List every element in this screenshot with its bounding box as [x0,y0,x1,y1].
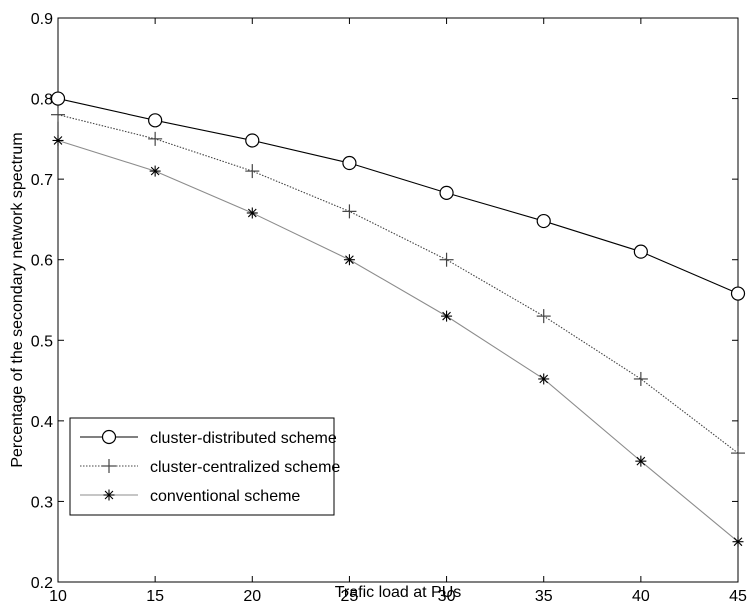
legend-entry-1: cluster-centralized scheme [80,459,340,476]
data-point-2-6 [635,455,647,467]
data-point-1-0 [51,107,65,122]
series-line-0 [57,98,739,295]
y-tick-label-6: 0.8 [31,92,53,109]
data-point-1-2 [245,164,260,179]
data-point-0-6 [633,244,648,259]
y-tick-label-7: 0.9 [31,11,53,28]
data-point-0-0 [50,91,66,106]
data-point-1-4 [439,252,454,267]
x-axis-label: Trafic load at PUs [335,584,462,601]
legend-label-1: cluster-centralized scheme [150,459,340,476]
legend-entry-0: cluster-distributed scheme [80,429,337,447]
x-tick-label-6: 40 [632,588,650,601]
data-point-2-4 [441,310,453,322]
legend: cluster-distributed scheme cluster-centra… [69,417,340,516]
data-point-2-3 [343,254,355,266]
y-tick-label-4: 0.6 [31,253,53,270]
series-1 [51,107,745,461]
axis-ticks: 10 15 20 25 30 35 40 45 0.2 0.3 0.4 0.5 0.6 0.7 0.8 0.9 [31,11,747,601]
data-point-2-5 [538,373,550,385]
data-point-1-5 [536,309,551,324]
data-point-2-2 [246,207,258,219]
data-point-0-2 [245,133,260,148]
legend-marker-0 [101,429,117,445]
data-point-1-1 [148,131,163,146]
legend-marker-1 [102,459,116,473]
x-tick-label-0: 10 [49,588,67,601]
data-point-2-0 [52,134,64,146]
data-point-1-7 [731,446,745,461]
series-0 [50,91,746,301]
y-tick-label-0: 0.2 [31,575,53,592]
legend-entry-2: conventional scheme [80,488,300,505]
data-point-1-6 [633,371,648,386]
x-tick-label-5: 35 [535,588,553,601]
data-point-0-5 [536,213,551,229]
data-point-2-1 [149,165,161,177]
legend-label-0: cluster-distributed scheme [150,430,337,447]
series-2 [52,134,744,548]
y-tick-label-2: 0.4 [31,414,53,431]
y-axis-label: Percentage of the secondary network spec… [9,132,26,467]
data-point-0-7 [730,286,746,301]
y-tick-label-1: 0.3 [31,494,53,511]
legend-label-2: conventional scheme [150,488,300,505]
legend-marker-2 [103,489,115,501]
series-layer [50,91,746,548]
series-line-2 [57,139,739,543]
x-tick-label-7: 45 [729,588,747,601]
data-point-0-1 [148,113,163,128]
data-point-1-3 [342,204,357,219]
data-point-0-3 [342,155,357,171]
y-tick-label-3: 0.5 [31,333,53,350]
x-tick-label-1: 15 [146,588,164,601]
data-point-0-4 [439,185,454,200]
x-tick-label-3: 25 [341,588,359,601]
y-tick-label-5: 0.7 [31,172,53,189]
x-tick-label-4: 30 [438,588,456,601]
data-point-2-7 [732,536,744,548]
x-tick-label-2: 20 [243,588,261,601]
series-line-1 [57,114,739,454]
